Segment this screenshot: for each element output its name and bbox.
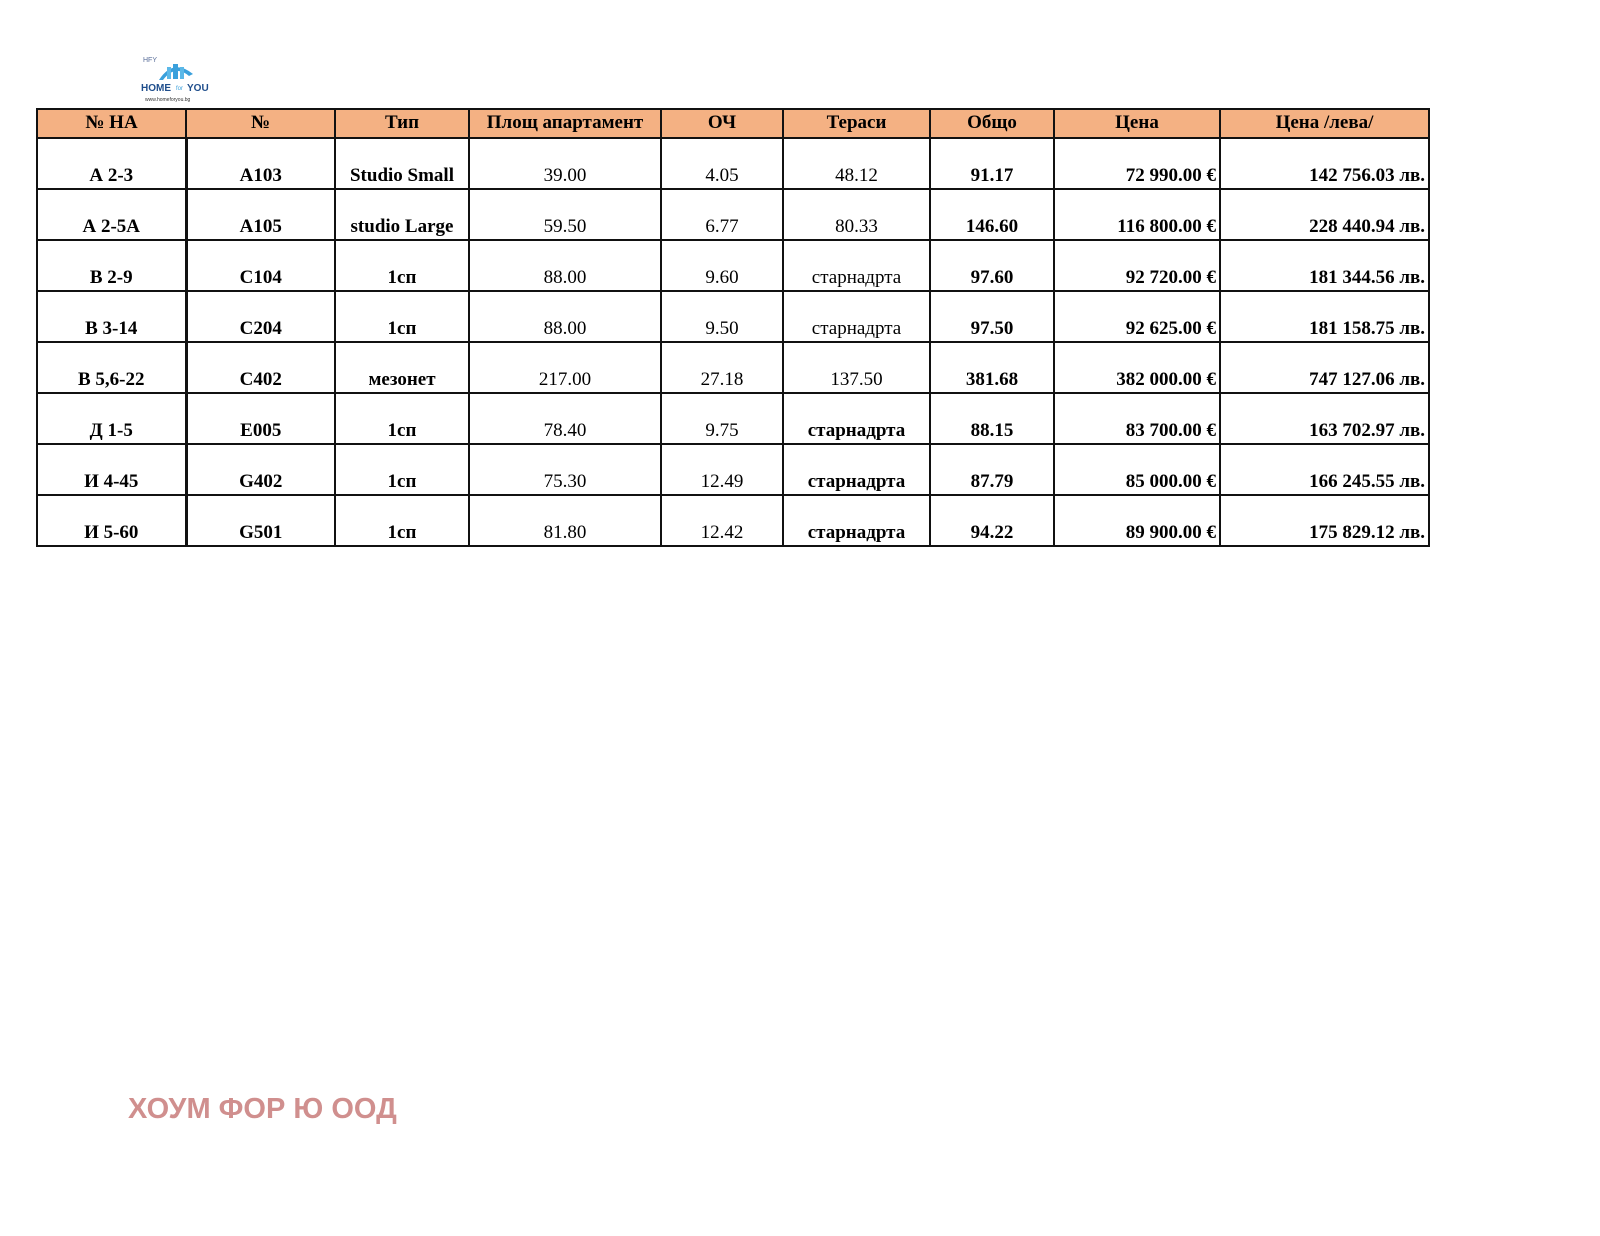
table-cell: C204 [185,290,336,343]
table-cell: 88.00 [468,290,662,343]
table-cell: C402 [185,341,336,394]
column-header: Цена /лева/ [1219,108,1430,139]
column-header: Цена [1053,108,1221,139]
table-cell: В 5,6-22 [36,341,188,394]
table-cell: А 2-5А [36,188,188,241]
table-cell: старнадрта [782,290,931,343]
table-cell: 9.75 [660,392,784,445]
table-cell: 85 000.00 € [1053,443,1221,496]
table-cell: 78.40 [468,392,662,445]
table-cell: мезонет [334,341,470,394]
table-cell: старнадрта [782,494,931,547]
table-cell: A105 [185,188,336,241]
column-header: № [185,108,336,139]
table-cell: 89 900.00 € [1053,494,1221,547]
table-cell: 181 158.75 лв. [1219,290,1430,343]
svg-text:www.homeforyou.bg: www.homeforyou.bg [145,97,191,103]
table-cell: 228 440.94 лв. [1219,188,1430,241]
table-cell: 146.60 [929,188,1055,241]
column-header: № НА [36,108,187,139]
table-cell: 83 700.00 € [1053,392,1221,445]
table-row: В 3-14 C204 1сп 88.00 9.50 старнадрта 97.50 92 … [36,290,1430,343]
table-cell: 1сп [334,443,470,496]
table-cell: 92 625.00 € [1053,290,1221,343]
column-header: Тип [334,108,470,139]
svg-text:for: for [176,86,183,92]
table-cell: 747 127.06 лв. [1219,341,1430,394]
table-cell: 142 756.03 лв. [1219,137,1430,190]
table-cell: 88.00 [468,239,662,292]
table-cell: 81.80 [468,494,662,547]
svg-text:YOU: YOU [187,83,209,94]
table-cell: E005 [185,392,336,445]
table-cell: 92 720.00 € [1053,239,1221,292]
table-cell: 381.68 [929,341,1055,394]
table-cell: 163 702.97 лв. [1219,392,1430,445]
table-cell: В 2-9 [36,239,188,292]
table-cell: 59.50 [468,188,662,241]
table-cell: 48.12 [782,137,931,190]
svg-text:HFY: HFY [143,57,157,64]
table-cell: 116 800.00 € [1053,188,1221,241]
table-cell: 75.30 [468,443,662,496]
table-cell: G501 [185,494,336,547]
table-cell: A103 [185,137,336,190]
table-row: А 2-3 A103 Studio Small 39.00 4.05 48.12 91.17… [36,137,1430,190]
table-row: И 4-45 G402 1сп 75.30 12.49 старнадрта 87.79 85… [36,443,1430,496]
column-header: ОЧ [660,108,784,139]
table-cell: старнадрта [782,443,931,496]
table-cell: 9.50 [660,290,784,343]
table-row: В 5,6-22 C402 мезонет 217.00 27.18 137.50 381.… [36,341,1430,394]
table-cell: И 4-45 [36,443,188,496]
table-cell: G402 [185,443,336,496]
table-cell: 87.79 [929,443,1055,496]
table-cell: 181 344.56 лв. [1219,239,1430,292]
table-cell: 9.60 [660,239,784,292]
price-table: № НА № Тип Площ апартамент ОЧ Тераси Общо Цена Ц… [36,108,1430,547]
home-for-you-logo: HFY HOME for YOU www.homeforyou.bg [135,54,221,104]
table-row: И 5-60 G501 1сп 81.80 12.42 старнадрта 94.22 89… [36,494,1430,547]
table-cell: старнадрта [782,239,931,292]
table-cell: 94.22 [929,494,1055,547]
table-cell: 97.60 [929,239,1055,292]
table-cell: 12.49 [660,443,784,496]
column-header: Площ апартамент [468,108,662,139]
table-cell: И 5-60 [36,494,188,547]
svg-text:HOME: HOME [141,83,171,94]
table-cell: 166 245.55 лв. [1219,443,1430,496]
table-cell: 12.42 [660,494,784,547]
table-cell: 175 829.12 лв. [1219,494,1430,547]
table-cell: 217.00 [468,341,662,394]
column-header: Общо [929,108,1055,139]
table-cell: Studio Small [334,137,470,190]
table-cell: 91.17 [929,137,1055,190]
table-cell: Д 1-5 [36,392,188,445]
company-name: ХОУМ ФОР Ю ООД [128,1093,397,1125]
column-header: Тераси [782,108,931,139]
table-cell: 382 000.00 € [1053,341,1221,394]
table-cell: 6.77 [660,188,784,241]
logo-icon: HFY HOME for YOU www.homeforyou.bg [141,57,209,103]
table-cell: 72 990.00 € [1053,137,1221,190]
table-cell: studio Large [334,188,470,241]
table-row: Д 1-5 E005 1сп 78.40 9.75 старнадрта 88.15 83 7… [36,392,1430,445]
table-cell: 1сп [334,239,470,292]
table-cell: C104 [185,239,336,292]
table-cell: 4.05 [660,137,784,190]
table-cell: 39.00 [468,137,662,190]
table-cell: В 3-14 [36,290,188,343]
table-cell: 80.33 [782,188,931,241]
table-row: А 2-5А A105 studio Large 59.50 6.77 80.33 146.… [36,188,1430,241]
table-cell: 137.50 [782,341,931,394]
table-cell: 27.18 [660,341,784,394]
table-cell: старнадрта [782,392,931,445]
table-cell: 88.15 [929,392,1055,445]
table-cell: А 2-3 [36,137,188,190]
table-header-row: № НА № Тип Площ апартамент ОЧ Тераси Общо Цена Ц… [36,108,1430,139]
table-cell: 97.50 [929,290,1055,343]
table-cell: 1сп [334,290,470,343]
table-row: В 2-9 C104 1сп 88.00 9.60 старнадрта 97.60 92 7… [36,239,1430,292]
table-cell: 1сп [334,494,470,547]
table-cell: 1сп [334,392,470,445]
